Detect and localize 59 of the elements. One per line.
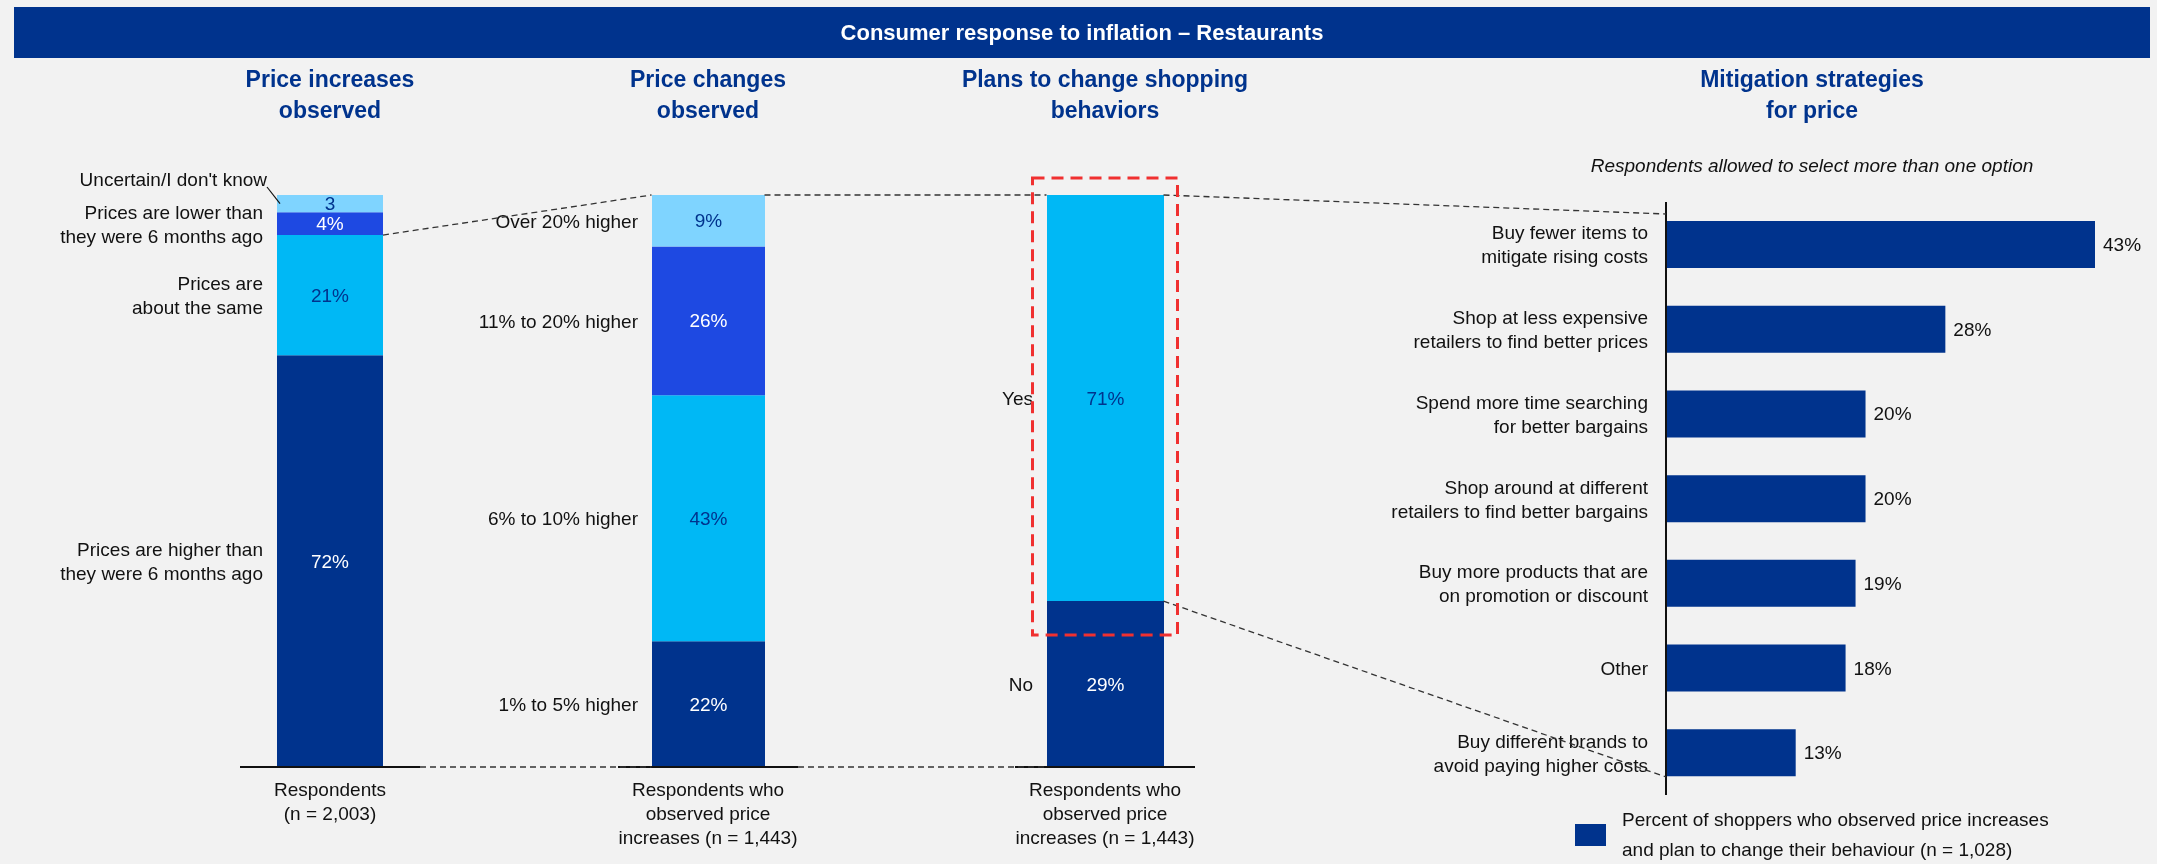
bar [1666,390,1866,438]
bar [1666,729,1796,777]
x-tick-label: Respondents (n = 2,003) [274,778,386,824]
bar [277,212,383,236]
bar [652,641,765,767]
data-label: 26% [689,310,728,332]
y-tick-label: Shop at less expensive retailers to find better prices [1413,306,1648,352]
bar [652,195,765,247]
bar [652,395,765,642]
data-label: 72% [310,550,350,572]
series-label: Uncertain/I don't know [79,168,268,190]
y-tick-label: Spend more time searching for better bargains [1415,391,1648,437]
data-label: 4% [316,213,344,235]
bar [1666,644,1846,692]
data-label: 20% [1873,488,1912,510]
series-label: No [1008,673,1033,695]
data-label: 13% [1803,742,1842,764]
series-label: 11% to 20% higher [478,310,639,332]
data-label: 18% [1853,657,1892,679]
chart-subtitle: Respondents allowed to select more than one option [1589,155,2035,177]
bar [277,235,383,356]
legend-label: Percent of shoppers who observed price increases and plan to change their behaviour (n = 1,028) [1622,808,2049,862]
bar [277,195,383,213]
y-tick-label: Other [1600,657,1649,679]
bar [1666,305,1946,353]
bar [1666,475,1866,523]
series-label: 1% to 5% higher [498,693,639,715]
y-tick-label: Shop around at different retailers to find better bargains [1391,476,1649,521]
data-label: 29% [1086,673,1125,695]
data-label: 43% [2103,234,2142,255]
y-tick-label: Buy fewer items to mitigate rising costs [1481,221,1648,267]
data-label: 19% [1863,572,1902,594]
data-label: 22% [689,693,728,715]
chart-title: Price increases observed [244,65,416,125]
data-label: 71% [1086,387,1125,409]
series-label: Prices are about the same [132,272,263,318]
series-label: Prices are higher than they were 6 months ago [60,538,263,584]
y-tick-label: Buy different brands to avoid paying higher costs [1433,730,1648,776]
bar [277,355,383,767]
data-label: 28% [1953,318,1992,340]
x-tick-label: Respondents who observed price increases (n = 1,443) [1015,778,1195,848]
text: Consumer response to inflation – Restaurants [14,7,2150,58]
bar [1666,559,1856,607]
data-label: 9% [694,210,723,232]
bar [652,246,765,396]
bar [1666,221,2095,268]
series-label: Yes [1002,387,1033,409]
series-label: Prices are lower than they were 6 months ago [60,201,263,247]
data-label: 43% [689,507,728,529]
y-tick-label: Buy more products that are on promotion or discount [1418,560,1649,606]
chart-title: Mitigation strategies for price [1699,65,1925,125]
series-label: Over 20% higher [495,210,639,232]
data-label: 21% [310,284,350,306]
data-label: 20% [1873,403,1912,425]
data-label: 3 [324,193,336,215]
series-label: 6% to 10% higher [488,507,639,529]
chart-title: Price changes observed [629,65,787,125]
x-tick-label: Respondents who observed price increases (n = 1,443) [618,778,798,848]
chart-title: Plans to change shopping behaviors [960,65,1250,125]
